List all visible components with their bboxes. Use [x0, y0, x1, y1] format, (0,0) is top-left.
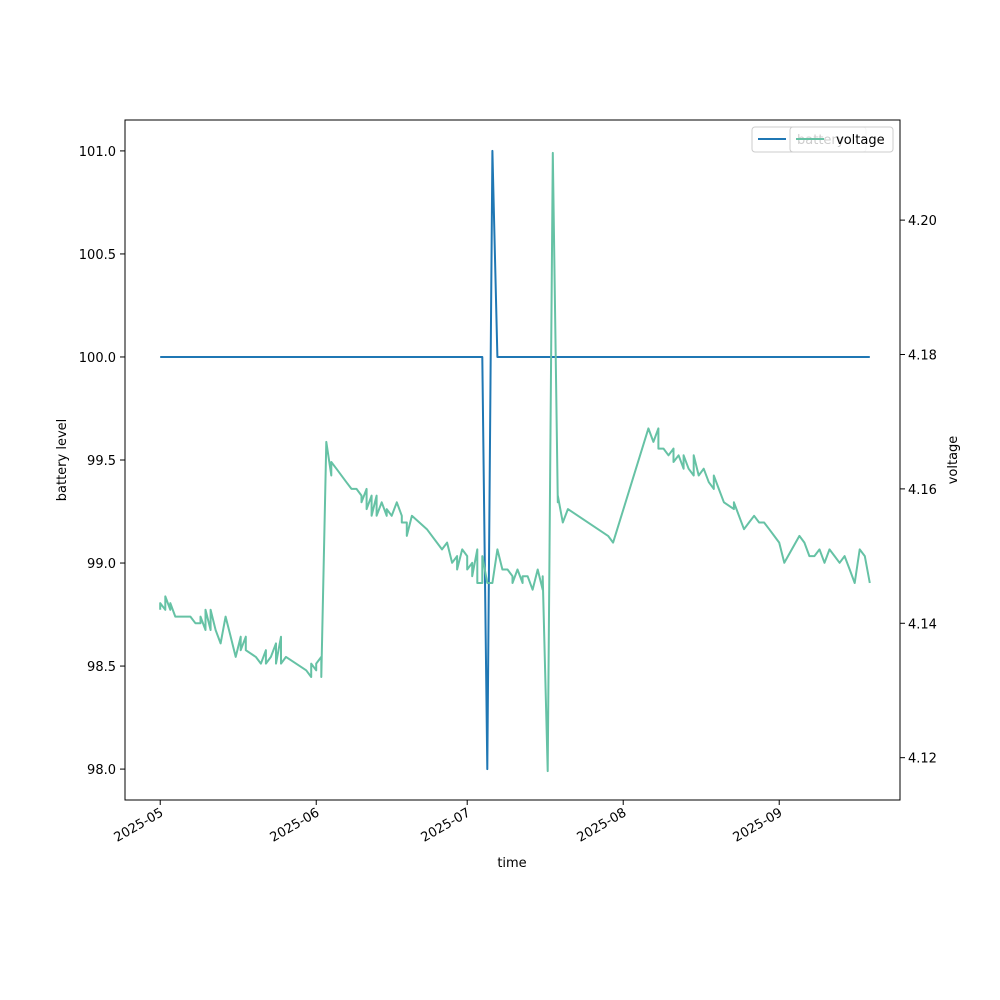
- y-right-tick-label: 4.18: [908, 349, 937, 364]
- x-axis-label: time: [497, 856, 526, 871]
- legend-voltage: voltage: [789, 126, 894, 153]
- plot-background: [125, 120, 900, 800]
- series-line-battery: [160, 149, 870, 771]
- series-layer: [159, 149, 871, 773]
- y-left-tick-label: 101.0: [79, 145, 116, 160]
- y-axis-right-label: voltage: [946, 436, 961, 485]
- y-right-tick-label: 4.14: [908, 617, 937, 632]
- y-axis-right: 4.12 4.14 4.16 4.18 4.20: [900, 214, 937, 767]
- legend-voltage-label: voltage: [836, 133, 885, 148]
- legend-voltage-box: [789, 126, 894, 153]
- y-left-tick-label: 98.5: [87, 660, 116, 675]
- plot-area: [125, 120, 900, 800]
- y-left-tick-label: 99.5: [87, 454, 116, 469]
- y-left-tick-label: 99.0: [87, 557, 116, 572]
- y-right-tick-label: 4.12: [908, 752, 937, 767]
- y-left-tick-label: 100.0: [79, 351, 116, 366]
- y-axis-left-label: battery level: [55, 419, 70, 502]
- y-right-tick-label: 4.20: [908, 214, 937, 229]
- y-axis-left: 98.0 98.5 99.0 99.5 100.0 100.5 101.0: [79, 145, 125, 778]
- y-left-tick-label: 100.5: [79, 248, 116, 263]
- y-left-tick-label: 98.0: [87, 763, 116, 778]
- series-line-voltage: [159, 151, 871, 773]
- y-right-tick-label: 4.16: [908, 483, 937, 498]
